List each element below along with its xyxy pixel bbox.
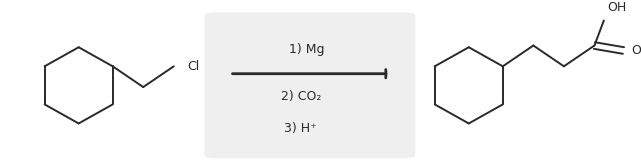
Text: 1) Mg: 1) Mg [288, 43, 324, 56]
FancyBboxPatch shape [204, 12, 415, 158]
Text: OH: OH [607, 1, 626, 14]
Text: Cl: Cl [188, 60, 200, 73]
Text: 3) H⁺: 3) H⁺ [285, 122, 317, 135]
Text: O: O [631, 44, 641, 57]
Text: 2) CO₂: 2) CO₂ [281, 90, 321, 103]
